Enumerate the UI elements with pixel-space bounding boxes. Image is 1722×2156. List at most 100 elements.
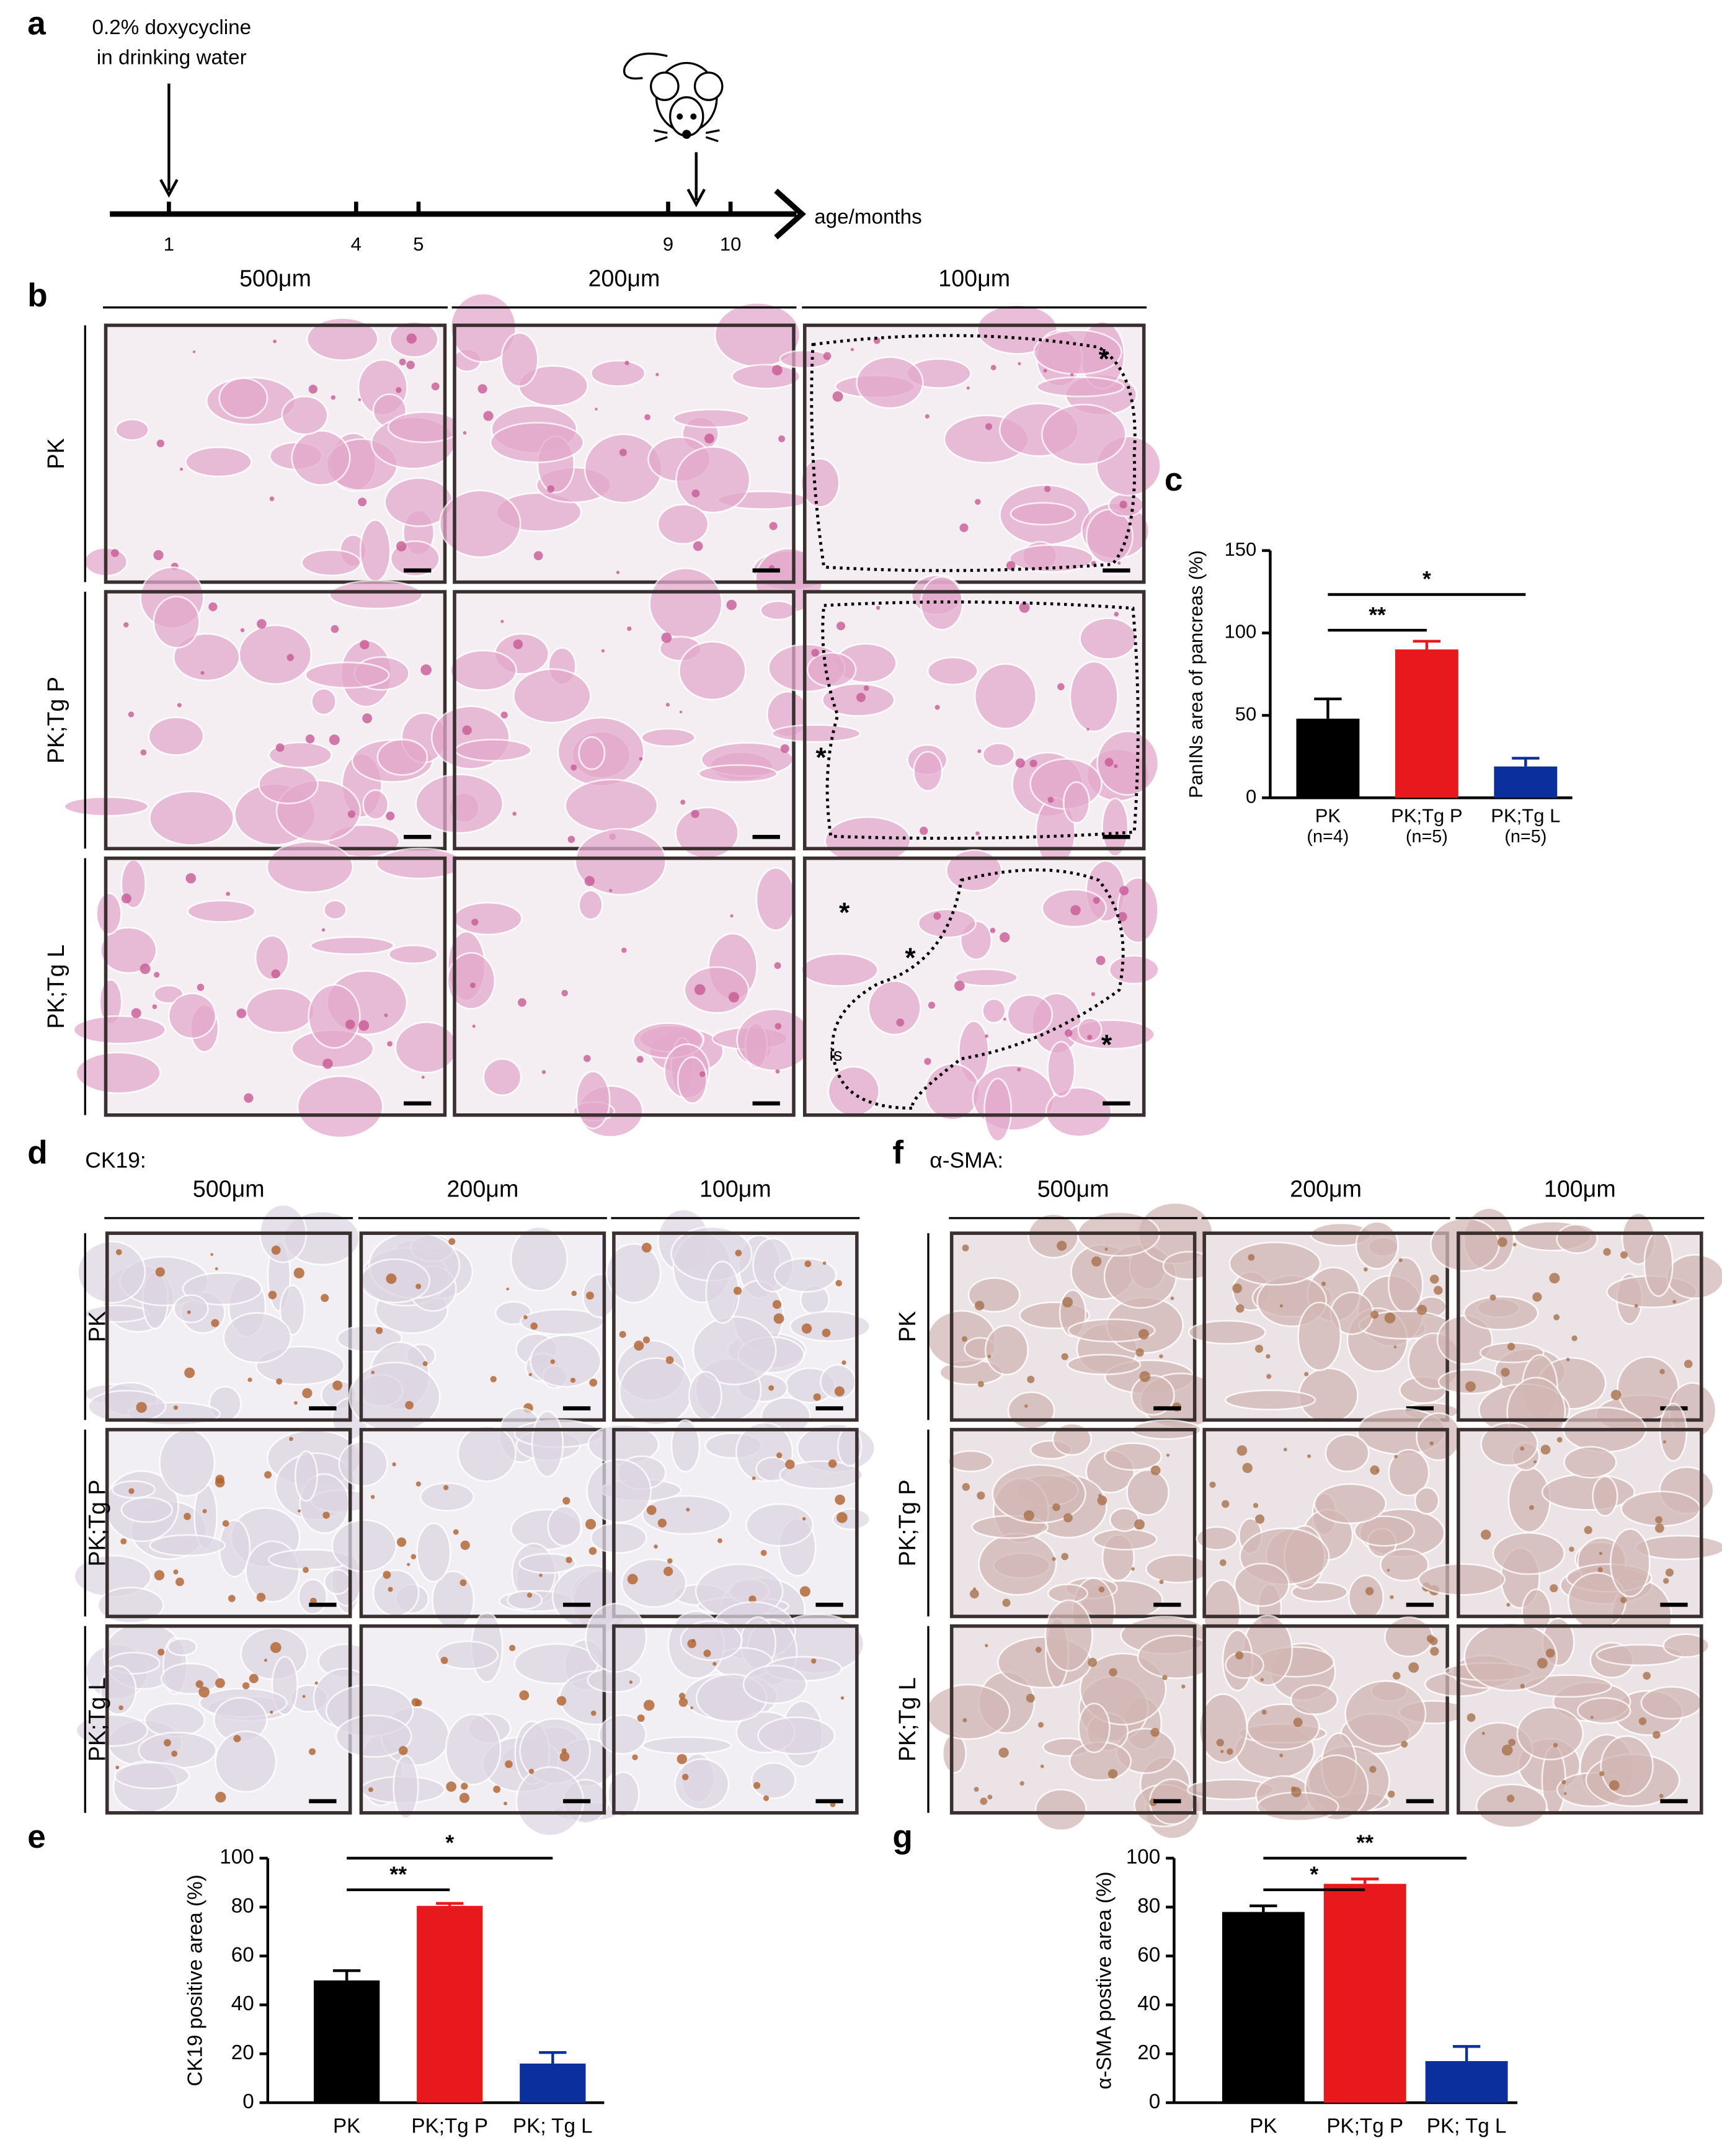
stain-spot: [728, 992, 739, 1003]
stain-spot: [835, 1280, 842, 1287]
stain-spot: [1070, 373, 1074, 376]
stain-spot: [1561, 1780, 1566, 1784]
tissue-lobule: [335, 1714, 412, 1758]
scale-bar: [1660, 1602, 1688, 1607]
tissue-lobule: [1198, 1693, 1248, 1763]
stain-spot: [1597, 1567, 1603, 1573]
stain-spot: [954, 980, 965, 991]
micrograph: [331, 1407, 631, 1634]
stain-spot: [257, 619, 267, 629]
tissue-lobule: [1077, 1017, 1103, 1043]
stain-spot: [985, 1644, 988, 1647]
tissue-lobule: [773, 1257, 837, 1293]
stain-spot: [804, 1260, 812, 1267]
image-frame: [612, 1231, 859, 1422]
stain-spot: [506, 1287, 509, 1291]
stain-spot: [561, 1748, 567, 1753]
stain-spot: [128, 711, 135, 718]
tissue-lobule: [1463, 1622, 1558, 1692]
tissue-lobule: [983, 1077, 1013, 1143]
tissue-lobule: [1492, 1531, 1566, 1575]
tissue-lobule: [77, 1241, 146, 1304]
tissue-lobule: [574, 827, 667, 896]
tissue-lobule: [1045, 1087, 1112, 1138]
micrograph: [336, 1226, 618, 1433]
tissue-lobule: [1659, 1402, 1688, 1462]
tissue-lobule: [547, 1505, 582, 1547]
stain-spot: [493, 1785, 501, 1793]
stain-spot: [636, 1056, 644, 1063]
tissue-lobule: [512, 668, 592, 724]
annotation: *: [1101, 1030, 1112, 1060]
stain-spot: [1091, 1256, 1102, 1267]
stain-spot: [987, 1355, 992, 1358]
stain-spot: [763, 1795, 770, 1801]
stain-spot: [1061, 1353, 1068, 1360]
tissue-lobule: [416, 1522, 451, 1583]
stain-spot: [309, 1597, 317, 1605]
stain-spot: [665, 703, 670, 707]
tissue-lobule: [992, 1464, 1086, 1524]
stain-spot: [990, 365, 996, 370]
x-tick-label: PK: [1249, 2115, 1277, 2138]
tissue-lobule: [982, 998, 1006, 1024]
micrograph: [925, 1599, 1221, 1840]
stain-spot: [1119, 886, 1129, 896]
stain-spot: [120, 1538, 127, 1545]
significance-label: *: [445, 1830, 454, 1855]
stain-spot: [822, 1329, 831, 1337]
stain-spot: [590, 1710, 597, 1716]
micrograph: [947, 1419, 1211, 1646]
stain-spot: [1029, 759, 1037, 767]
tissue-lobule: [531, 1410, 564, 1478]
stain-spot: [236, 1009, 247, 1018]
tissue-lobule: [113, 1762, 190, 1789]
tissue-lobule: [362, 789, 389, 821]
tissue-lobule: [688, 1371, 722, 1421]
stain-spot: [321, 928, 326, 932]
stain-spot: [407, 1562, 411, 1566]
stain-spot: [1063, 1513, 1073, 1523]
stain-spot: [771, 365, 783, 376]
tissue-lobule: [291, 430, 351, 486]
stain-spot: [256, 1593, 266, 1602]
stain-spot: [726, 600, 737, 610]
stain-spot: [665, 1356, 674, 1365]
tissue-lobule: [672, 408, 750, 429]
tissue-lobule: [95, 892, 122, 935]
panel-label: c: [1165, 461, 1183, 498]
tissue-lobule: [1463, 1295, 1539, 1331]
stain-spot: [1159, 1354, 1163, 1358]
stain-spot: [171, 1750, 178, 1757]
stain-spot: [609, 889, 613, 893]
stain-spot: [459, 1793, 470, 1803]
stain-spot: [686, 1507, 690, 1512]
stain-spot: [152, 1004, 158, 1009]
micrograph: [779, 304, 1162, 584]
y-tick-label: 60: [1137, 1943, 1160, 1966]
stain-spot: [411, 1554, 417, 1559]
stain-spot: [1290, 1786, 1297, 1792]
sample-size: (n=5): [1406, 827, 1448, 847]
tissue-lobule: [598, 1714, 647, 1755]
tissue-lobule: [827, 1066, 881, 1117]
stain-spot: [1043, 368, 1047, 373]
stain-spot: [264, 1659, 268, 1662]
tissue-lobule: [585, 1602, 647, 1673]
stain-spot: [828, 1459, 837, 1468]
stain-spot: [270, 1642, 282, 1654]
stain-spot: [1242, 1463, 1253, 1473]
stain-spot: [1035, 1646, 1042, 1653]
tissue-lobule: [680, 1620, 743, 1661]
tissue-lobule: [1563, 1446, 1617, 1479]
tissue-lobule: [160, 1662, 221, 1695]
tissue-lobule: [311, 687, 337, 716]
stain-spot: [415, 1699, 422, 1707]
stain-spot: [405, 1401, 414, 1410]
tissue-lobule: [982, 742, 1016, 767]
stain-spot: [691, 809, 699, 818]
column-header: 100μm: [938, 265, 1010, 291]
stain-spot: [175, 1577, 184, 1587]
y-tick-label: 20: [231, 2041, 254, 2064]
tissue-lobule: [1666, 1254, 1722, 1299]
